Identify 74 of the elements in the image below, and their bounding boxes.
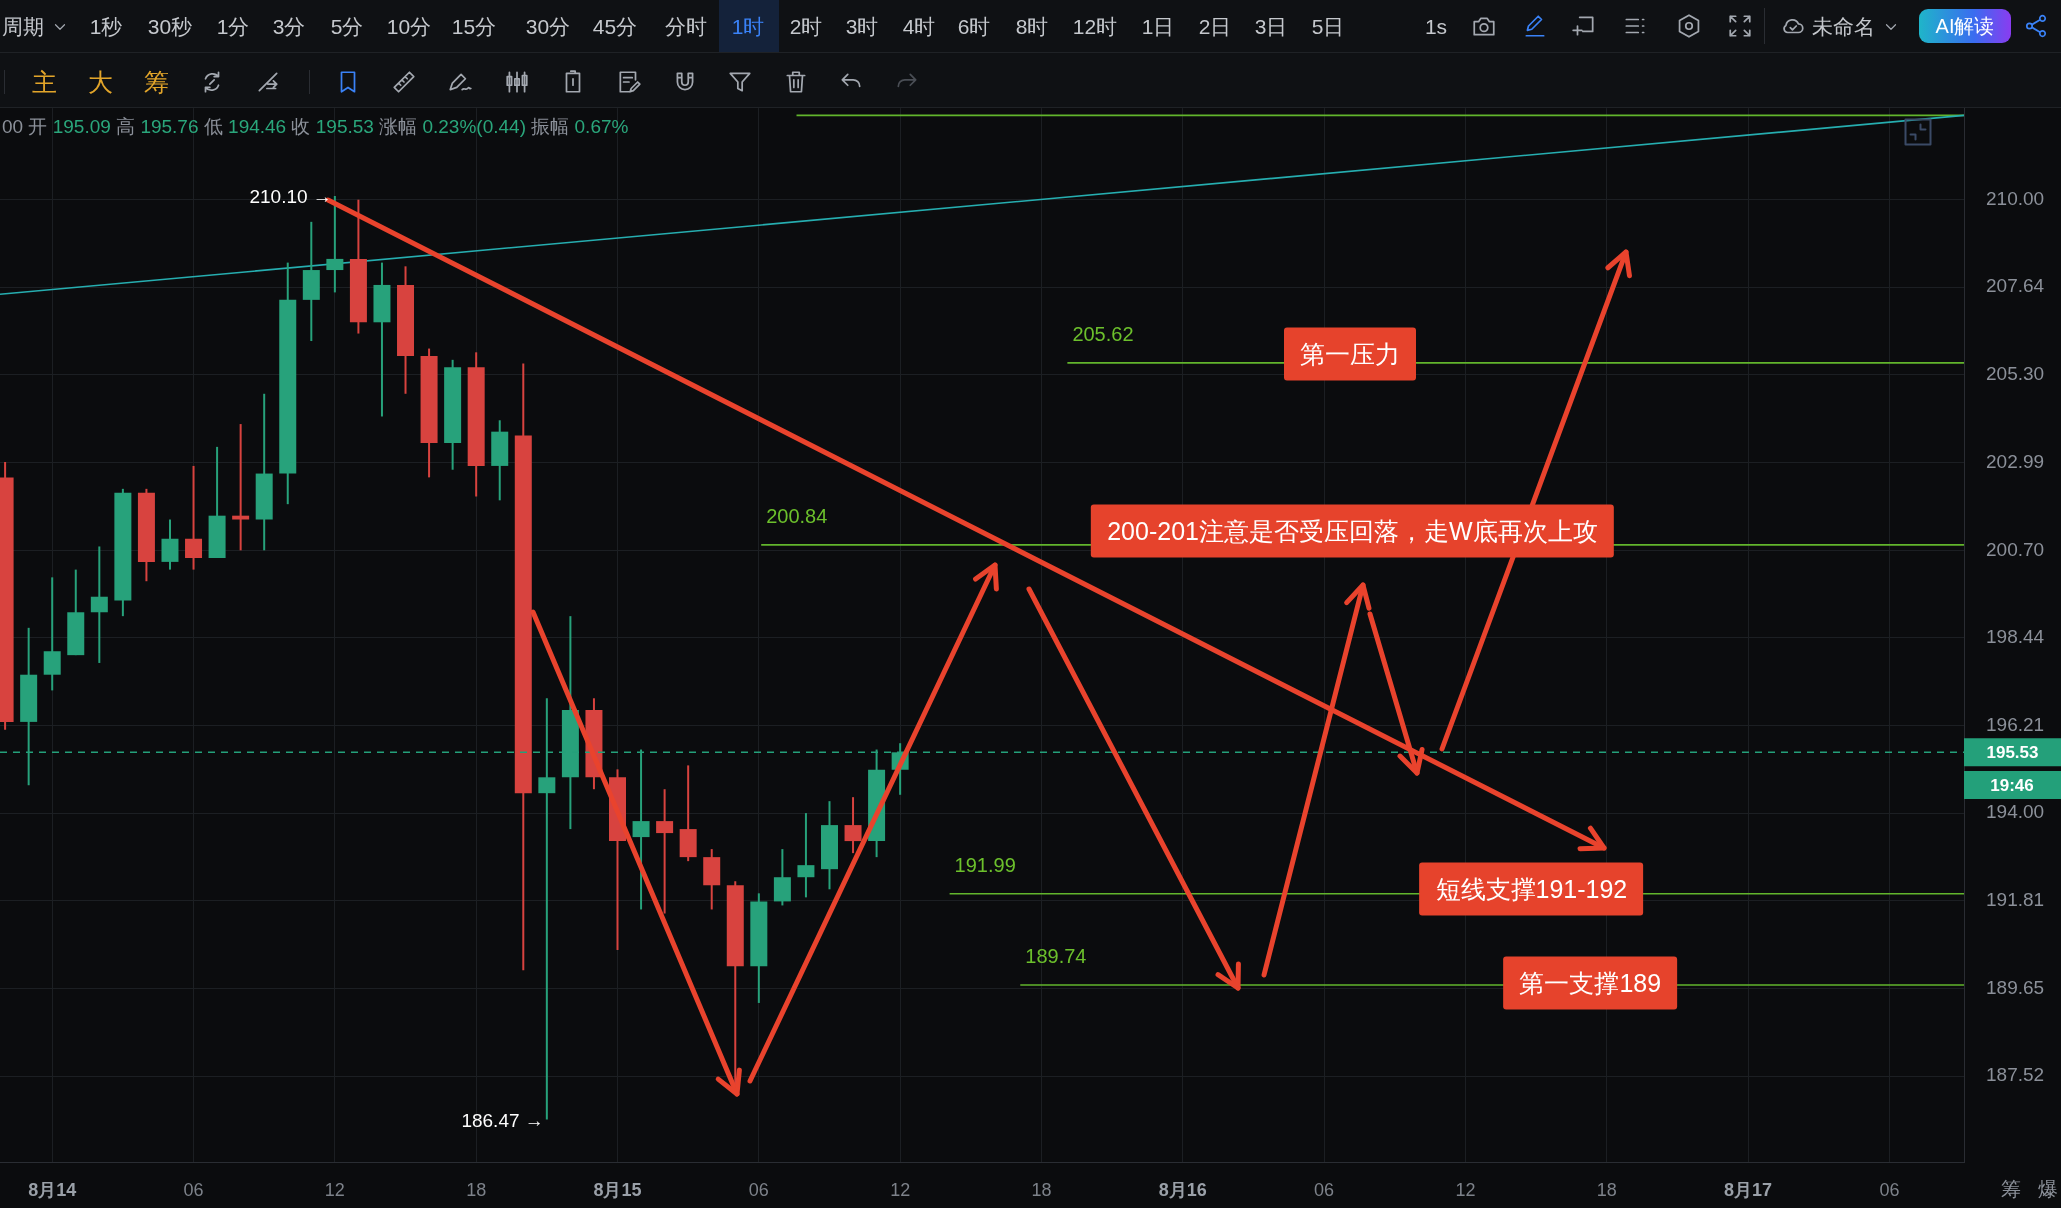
x-tick-label: 12 [324, 1179, 345, 1200]
text: 1秒 [89, 14, 123, 38]
text: 15分 [451, 14, 497, 38]
annotation: 189.74 [1025, 944, 1087, 967]
text: 筹 [2001, 1178, 2021, 1200]
y-tick-label: 202.99 [1986, 450, 2045, 472]
x-tick-label: 06 [1314, 1179, 1335, 1200]
text: 筹 [143, 67, 169, 96]
y-tick-label: 189.65 [1986, 976, 2045, 998]
y-tick-label: 198.44 [1986, 626, 2045, 648]
text: 19:46 [1990, 775, 2034, 795]
text: 10分 [386, 14, 432, 38]
y-tick-label: 191.81 [1986, 889, 2045, 911]
x-tick-label: 06 [1879, 1179, 1900, 1200]
x-tick-label: 8月16 [1158, 1179, 1207, 1200]
ref-line-label: 195.53 [1986, 743, 2039, 763]
candlestick [656, 789, 674, 914]
text: 周期 [2, 14, 44, 38]
annotation: 第一支撑189 [1519, 968, 1662, 997]
text: 1s [1424, 14, 1448, 38]
text: 3分 [272, 14, 306, 38]
text: 4时 [902, 14, 936, 38]
y-tick-label: 194.00 [1986, 801, 2045, 823]
annotation: 短线支撑191-192 [1435, 874, 1628, 903]
x-tick-label: 18 [466, 1179, 487, 1200]
text: 3日 [1254, 14, 1288, 38]
text: 1时 [731, 14, 765, 38]
text: 5日 [1311, 14, 1345, 38]
text: 30分 [525, 14, 571, 38]
x-tick-label: 8月15 [593, 1179, 642, 1200]
x-tick-label: 8月17 [1724, 1179, 1773, 1200]
annotation: 191.99 [954, 853, 1016, 876]
annotation: 200.84 [766, 504, 828, 527]
callout: 200-201注意是否受压回落，走W底再次上攻 [1091, 504, 1614, 558]
text: 6时 [957, 14, 991, 38]
text: 00 开 195.09 高 195.76 低 194.46 收 195.53 涨幅 0.23%(0.44) 振幅 0.67% [2, 115, 629, 137]
y-tick-label: 210.00 [1986, 187, 2045, 209]
callout: 第一支撑189 [1503, 956, 1678, 1010]
text: 5分 [330, 14, 364, 38]
x-tick-label: 06 [183, 1179, 204, 1200]
text: 3时 [845, 14, 879, 38]
text: 8时 [1015, 14, 1049, 38]
text: 大 [87, 67, 113, 96]
y-tick-label: 200.70 [1986, 538, 2045, 560]
text: AI解读 [1935, 15, 1995, 37]
x-tick-label: 8月14 [28, 1179, 77, 1200]
x-tick-label: 12 [890, 1179, 911, 1200]
callout: 短线支撑191-192 [1419, 862, 1644, 916]
x-tick-label: 12 [1455, 1179, 1476, 1200]
text: 分时 [665, 14, 707, 38]
text: 1日 [1141, 14, 1175, 38]
annotation: 205.62 [1072, 322, 1134, 345]
text: 爆 [2038, 1178, 2058, 1200]
y-tick-label: 196.21 [1986, 713, 2045, 735]
annotation: 186.47 → [461, 1109, 544, 1131]
annotation: 200-201注意是否受压回落，走W底再次上攻 [1107, 516, 1598, 545]
candlestick [232, 424, 250, 551]
text: 2日 [1198, 14, 1232, 38]
text: 2时 [789, 14, 823, 38]
x-tick-label: 06 [748, 1179, 769, 1200]
text: 45分 [592, 14, 638, 38]
text: 12时 [1072, 14, 1118, 38]
y-tick-label: 205.30 [1986, 363, 2045, 385]
y-tick-label: 207.64 [1986, 275, 2045, 297]
text: 未命名 [1811, 14, 1875, 38]
annotation: 第一压力 [1300, 339, 1401, 368]
text: 1分 [216, 14, 250, 38]
text: 主 [31, 67, 57, 96]
x-tick-label: 18 [1596, 1179, 1617, 1200]
y-tick-label: 187.52 [1986, 1064, 2045, 1086]
text: 30秒 [147, 14, 193, 38]
callout: 第一压力 [1284, 327, 1416, 381]
x-tick-label: 18 [1031, 1179, 1052, 1200]
annotation: 210.10 → [249, 185, 332, 207]
